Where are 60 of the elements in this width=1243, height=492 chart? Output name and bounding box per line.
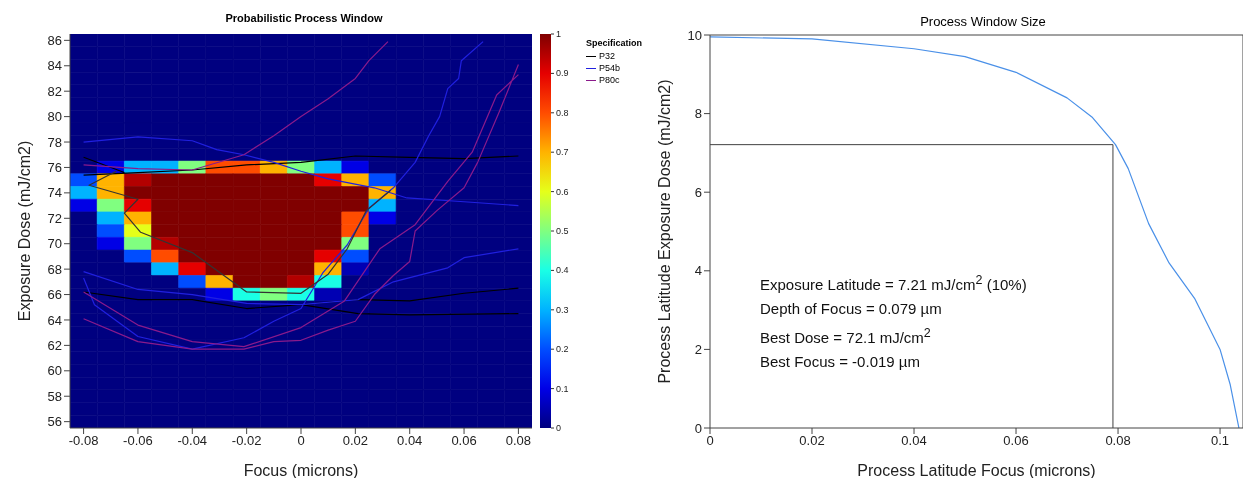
x-tick-label: 0.1 (1211, 433, 1230, 449)
y-tick-label: 78 (47, 134, 62, 150)
annotation: Depth of Focus = 0.079 µm (760, 299, 943, 319)
y-tick-label: 4 (694, 263, 702, 279)
color-bar-label: 0.4 (556, 265, 569, 276)
color-bar-label: 0.9 (556, 68, 569, 79)
y-tick-label: 70 (47, 236, 62, 252)
annotation: Exposure Latitude = 7.21 mJ/cm$^{2}$ (10%) (760, 272, 1027, 295)
legend-label: P32 (598, 50, 616, 62)
y-tick-label: 82 (47, 83, 62, 99)
x-tick-label: 0.04 (901, 433, 927, 449)
y-tick-label: 10 (687, 27, 702, 43)
y-tick-label: 6 (694, 184, 702, 200)
x-tick-label: 0.08 (1105, 433, 1131, 449)
y-tick-label: 74 (47, 185, 62, 201)
annotation: Best Dose = 72.1 mJ/cm$^{2}$ (760, 325, 932, 348)
x-tick-label: -0.04 (177, 433, 208, 449)
y-tick-label: 68 (47, 261, 62, 277)
y-tick-label: 56 (47, 414, 62, 430)
y-tick-label: 72 (47, 210, 62, 226)
x-tick-label: 0 (297, 433, 305, 449)
x-tick-label: 0.04 (397, 433, 423, 449)
y-axis-title: Exposure Dose (mJ/cm2) (15, 140, 33, 322)
y-tick-label: 66 (47, 287, 62, 303)
y-tick-label: 80 (47, 109, 62, 125)
color-bar-label: 0.1 (556, 383, 569, 394)
x-tick-label: 0.06 (451, 433, 477, 449)
color-bar-label: 0.6 (556, 186, 569, 197)
y-tick-label: 84 (47, 58, 62, 74)
y-tick-label: 60 (47, 363, 62, 379)
y-tick-label: 2 (694, 342, 702, 358)
legend-label: P80c (598, 74, 621, 86)
chart-title: Probabilistic Process Window (224, 12, 384, 24)
y-tick-label: 0 (694, 420, 702, 436)
color-bar-label: 0.8 (556, 107, 569, 118)
color-bar-label: 0.2 (556, 344, 569, 355)
y-tick-label: 76 (47, 160, 62, 176)
x-tick-label: -0.06 (123, 433, 153, 449)
x-tick-label: 0.06 (1003, 433, 1029, 449)
x-tick-label: 0.02 (342, 433, 369, 449)
y-tick-label: 58 (47, 388, 62, 404)
color-bar-label: 0 (556, 423, 562, 433)
annotation: Best Focus = -0.019 µm (760, 352, 921, 372)
legend-label: P54b (598, 62, 622, 74)
color-bar-label: 0.5 (556, 226, 569, 236)
x-tick-label: 0 (706, 433, 714, 449)
x-tick-label: -0.02 (231, 433, 262, 449)
y-tick-label: 8 (694, 106, 702, 122)
y-tick-label: 86 (47, 32, 62, 48)
color-bar-label: 0.3 (556, 304, 569, 315)
color-bar-label: 0.7 (556, 147, 569, 158)
x-tick-label: 0.02 (799, 433, 825, 449)
y-tick-label: 64 (47, 312, 62, 328)
legend-title: Specification (586, 38, 643, 48)
y-tick-label: 62 (47, 338, 62, 353)
x-tick-label: -0.08 (68, 433, 99, 449)
color-bar-label: 1 (556, 29, 562, 39)
x-tick-label: 0.08 (505, 433, 532, 449)
chart-title: Process Window Size (919, 14, 1047, 29)
y-axis-title: Process Latitude Exposure Dose (mJ/cm2) (655, 79, 673, 384)
